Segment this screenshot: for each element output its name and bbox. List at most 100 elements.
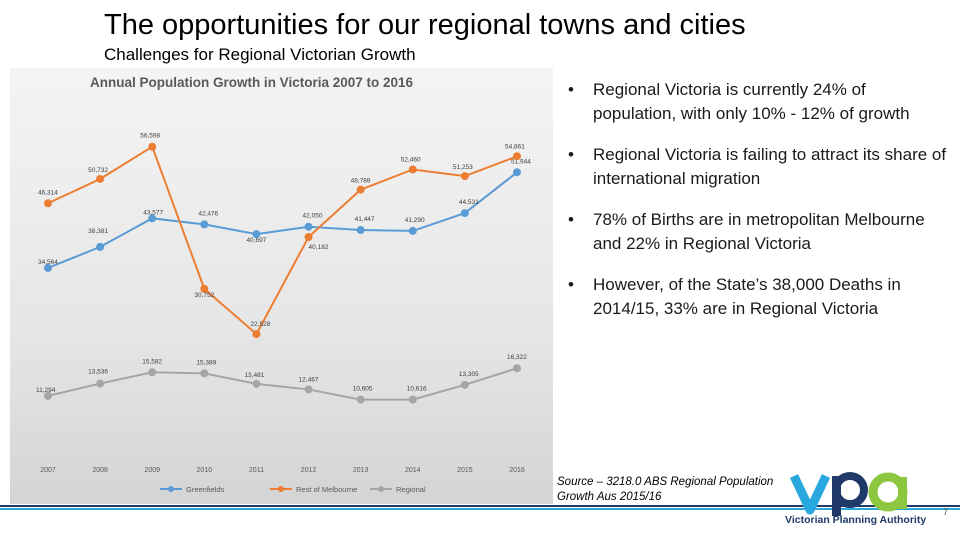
bullet-text: Regional Victoria is failing to attract … <box>593 145 947 188</box>
x-tick-label: 2014 <box>405 467 421 474</box>
bullet-dot-icon: • <box>568 210 574 229</box>
data-point <box>44 199 52 208</box>
data-point <box>148 214 157 223</box>
data-point <box>200 284 209 293</box>
data-point <box>96 242 105 251</box>
data-point <box>252 330 261 339</box>
data-point <box>200 220 209 229</box>
data-point <box>148 142 157 151</box>
data-label: 13,536 <box>88 369 108 376</box>
chart-svg: Annual Population Growth in Victoria 200… <box>10 68 553 504</box>
data-label: 10,616 <box>407 386 427 393</box>
bullet-item: • 78% of Births are in metropolitan Melbo… <box>563 208 953 256</box>
series-line <box>47 145 518 336</box>
data-point <box>148 368 157 377</box>
data-point <box>513 152 521 161</box>
data-label: 41,290 <box>405 217 425 224</box>
legend-label: Rest of Melbourne <box>296 485 357 494</box>
bullet-item: • Regional Victoria is failing to attract… <box>563 143 953 191</box>
data-label: 30,752 <box>194 292 214 299</box>
data-point <box>44 391 52 400</box>
series-line <box>47 171 518 269</box>
data-point <box>200 369 209 378</box>
x-tick-label: 2007 <box>40 467 56 474</box>
data-label: 46,314 <box>38 189 58 196</box>
data-point <box>304 385 313 394</box>
bullet-item: • Regional Victoria is currently 24% of p… <box>563 78 953 126</box>
data-point <box>356 395 365 404</box>
legend-marker <box>378 486 384 492</box>
data-label: 34,564 <box>38 259 58 266</box>
data-point <box>408 226 417 235</box>
bullet-item: • However, of the State’s 38,000 Deaths i… <box>563 273 953 321</box>
data-point <box>356 226 365 235</box>
slide-title: The opportunities for our regional towns… <box>104 9 746 41</box>
legend-label: Regional <box>396 485 426 494</box>
data-label: 11,294 <box>36 387 56 394</box>
data-label: 42,050 <box>303 213 323 220</box>
population-growth-chart: Annual Population Growth in Victoria 200… <box>10 68 553 504</box>
data-label: 15,389 <box>196 359 216 366</box>
x-tick-label: 2008 <box>92 467 108 474</box>
data-label: 13,481 <box>244 372 264 379</box>
slide-subtitle: Challenges for Regional Victorian Growth <box>104 45 416 64</box>
data-label: 44,531 <box>459 199 479 206</box>
data-point <box>460 209 469 218</box>
data-label: 15,582 <box>142 358 162 365</box>
bullet-text: However, of the State’s 38,000 Deaths in… <box>593 275 901 318</box>
data-label: 38,381 <box>88 228 108 235</box>
data-point <box>408 165 417 174</box>
data-label: 50,732 <box>88 167 108 174</box>
bullet-dot-icon: • <box>568 80 574 99</box>
data-label: 16,322 <box>507 354 527 361</box>
data-point <box>304 232 313 241</box>
bullet-text: 78% of Births are in metropolitan Melbou… <box>593 210 925 253</box>
data-label: 12,467 <box>299 376 319 383</box>
data-point <box>513 168 521 177</box>
x-tick-label: 2015 <box>457 467 473 474</box>
data-point <box>460 172 469 181</box>
data-label: 41,447 <box>355 216 375 223</box>
data-label: 42,476 <box>198 210 218 217</box>
data-label: 51,253 <box>453 164 473 171</box>
data-label: 22,528 <box>250 321 270 328</box>
x-tick-label: 2012 <box>301 467 317 474</box>
data-point <box>252 230 261 239</box>
data-point <box>460 380 469 389</box>
data-label: 40,697 <box>246 237 266 244</box>
data-point <box>408 395 417 404</box>
data-label: 54,861 <box>505 143 525 150</box>
bullet-list: • Regional Victoria is currently 24% of p… <box>563 78 953 338</box>
bullet-dot-icon: • <box>568 145 574 164</box>
data-point <box>304 222 313 231</box>
logo-text: Victorian Planning Authority <box>785 514 927 526</box>
data-label: 56,598 <box>140 133 160 140</box>
series-line <box>47 367 518 401</box>
data-point <box>96 174 105 183</box>
page-number: 7 <box>943 507 949 517</box>
footer-bar <box>0 505 960 510</box>
legend-label: Greenfields <box>186 485 225 494</box>
data-label: 10,605 <box>353 386 373 393</box>
data-label: 40,182 <box>309 244 329 251</box>
x-tick-label: 2009 <box>144 467 160 474</box>
bullet-dot-icon: • <box>568 275 574 294</box>
chart-title: Annual Population Growth in Victoria 200… <box>90 75 414 90</box>
x-tick-label: 2013 <box>353 467 369 474</box>
data-label: 43,577 <box>143 209 163 216</box>
legend-marker <box>168 486 174 492</box>
legend-marker <box>278 486 284 492</box>
vpa-logo <box>789 472 908 516</box>
x-tick-label: 2016 <box>509 467 525 474</box>
data-point <box>44 263 52 272</box>
data-label: 13,305 <box>459 371 479 378</box>
bullet-text: Regional Victoria is currently 24% of po… <box>593 80 910 123</box>
data-point <box>513 364 521 373</box>
data-point <box>356 185 365 194</box>
data-label: 51,944 <box>511 158 531 165</box>
data-label: 52,460 <box>401 156 421 163</box>
data-label: 48,788 <box>351 178 371 185</box>
data-point <box>252 379 261 388</box>
data-point <box>96 379 105 388</box>
x-tick-label: 2011 <box>249 467 264 474</box>
